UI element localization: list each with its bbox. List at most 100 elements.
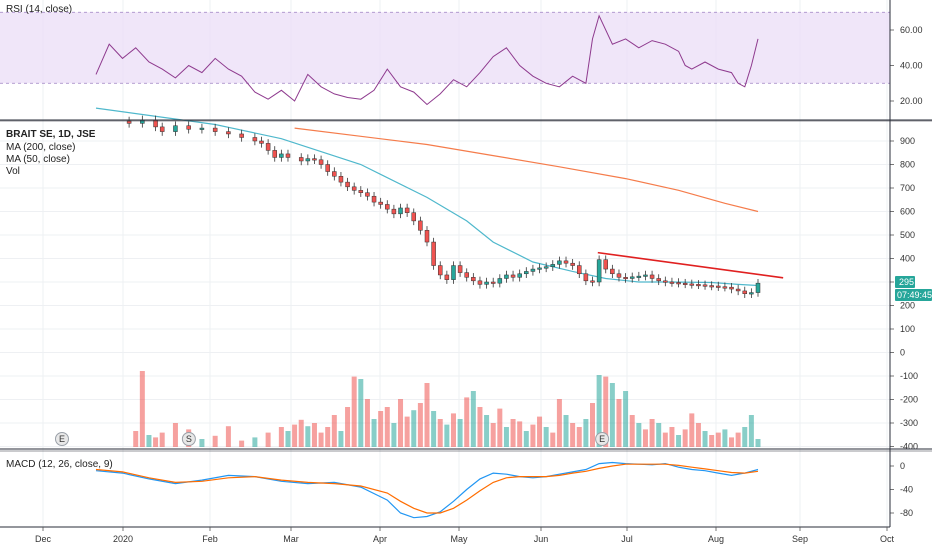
volume-bar (146, 435, 152, 447)
candle (464, 268, 469, 282)
event-marker[interactable]: E (595, 432, 610, 446)
candle (437, 261, 443, 280)
candle (590, 276, 595, 287)
candle (735, 284, 741, 296)
candle (312, 154, 317, 165)
y-tick-label: 400 (900, 254, 915, 264)
candle (457, 261, 463, 277)
candle (649, 270, 655, 283)
macd-pane[interactable]: MACD (12, 26, close, 9) 0 -40 -80 (6, 459, 913, 519)
candle (616, 269, 622, 282)
volume-bar (411, 410, 417, 447)
candle (669, 277, 675, 287)
legend-ma50: MA (50, close) (6, 154, 70, 165)
y-tick-label: 0 (900, 348, 905, 358)
candle (418, 216, 423, 235)
volume-bar (517, 421, 523, 447)
volume-bar (305, 426, 311, 447)
y-tick-label: 20.00 (900, 96, 923, 106)
volume-bar (735, 432, 741, 447)
volume-bar (623, 391, 629, 447)
x-tick-label: Jun (534, 534, 549, 544)
x-tick-label: Oct (880, 534, 895, 544)
y-tick-label: 40.00 (900, 61, 923, 71)
trendline[interactable] (597, 251, 784, 279)
volume-bar (484, 415, 490, 447)
pane-separators[interactable] (0, 0, 932, 528)
volume-bar (431, 411, 437, 447)
macd-line (95, 461, 759, 519)
candle (696, 280, 701, 290)
volume-bar (583, 419, 589, 447)
candle (305, 154, 311, 166)
candle (623, 273, 628, 283)
volume-bar (404, 416, 410, 447)
candle (378, 197, 383, 209)
volume-bar (378, 411, 384, 447)
legend-ma200: MA (200, close) (6, 142, 75, 153)
candle (451, 261, 456, 284)
volume-bar (656, 423, 662, 447)
volume-bars (133, 371, 761, 447)
volume-bar (364, 399, 370, 447)
volume-bar (729, 437, 735, 447)
event-marker[interactable]: S (181, 432, 196, 446)
event-marker-label: E (59, 434, 65, 444)
x-tick-label: Mar (283, 534, 299, 544)
volume-bar (338, 431, 344, 447)
rsi-axis[interactable]: 60.00 40.00 20.00 (890, 25, 923, 106)
volume-bar (543, 427, 549, 447)
candle (570, 258, 575, 270)
volume-bar (590, 403, 595, 447)
event-marker[interactable]: E (55, 432, 69, 446)
volume-bar (497, 408, 503, 447)
volume-bar (636, 423, 642, 447)
candle (663, 276, 668, 287)
candle (471, 273, 476, 286)
volume-bar (702, 431, 708, 447)
y-tick-label: -200 (900, 395, 918, 405)
volume-bar (444, 424, 450, 447)
candle (272, 146, 277, 162)
volume-bar (384, 407, 390, 447)
candle (424, 226, 430, 247)
candle (543, 262, 549, 273)
candle (186, 121, 191, 134)
macd-axis[interactable]: 0 -40 -80 (890, 461, 913, 518)
candle (371, 191, 377, 207)
volume-bar (689, 413, 695, 447)
volume-bar (603, 376, 609, 447)
candlesticks (126, 115, 761, 298)
volume-bar (417, 403, 423, 447)
rsi-pane[interactable]: RSI (14, close) 60.00 40.00 20.00 (0, 4, 923, 106)
price-pane[interactable]: ESE 9008007006005004003002001000-100-200… (6, 107, 932, 452)
volume-bar (742, 427, 748, 447)
candle (504, 270, 509, 283)
candle (358, 186, 364, 197)
time-axis[interactable]: Dec 2020 Feb Mar Apr May Jun Jul Aug Sep Oct (35, 527, 895, 544)
y-tick-label: -100 (900, 371, 918, 381)
x-tick-label: Apr (373, 534, 387, 544)
candle (153, 115, 158, 132)
volume-bar (139, 371, 145, 447)
candle (643, 270, 648, 281)
candle (490, 277, 496, 288)
candle (391, 204, 397, 219)
volume-bar (292, 424, 298, 447)
volume-bar (570, 423, 576, 447)
volume-bar (715, 432, 721, 447)
legend-vol: Vol (6, 166, 20, 177)
candle (126, 116, 132, 128)
volume-bar (298, 419, 304, 447)
candle (140, 115, 145, 128)
x-tick-label: Aug (708, 534, 724, 544)
volume-bar (755, 439, 761, 447)
candle (596, 255, 602, 287)
y-tick-label: 500 (900, 230, 915, 240)
volume-bar (722, 429, 728, 447)
volume-bar (530, 424, 536, 447)
candle (510, 270, 516, 282)
candle (431, 237, 436, 270)
